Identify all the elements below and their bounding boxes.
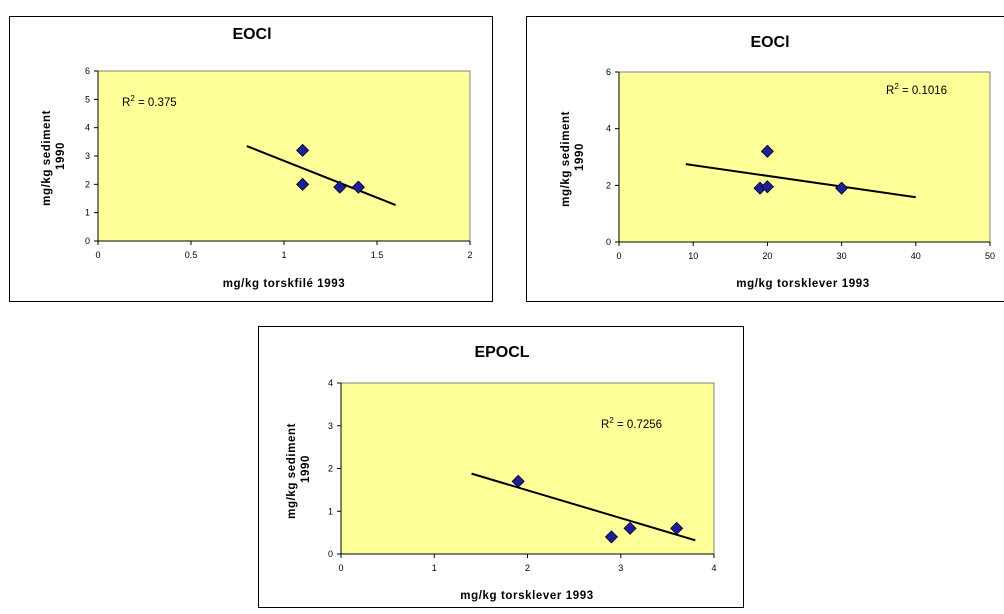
x-tick-label: 1.5: [371, 250, 384, 260]
x-tick-label: 1: [432, 563, 437, 573]
x-tick-label: 50: [985, 251, 995, 261]
r-superscript: 2: [609, 416, 614, 425]
y-axis-label-line-2: 1990: [300, 455, 312, 483]
y-tick-label: 4: [85, 123, 90, 133]
x-axis-label: mg/kg torsklever 1993: [736, 278, 869, 290]
y-ticks: 0 1 2 3 4 5 6: [85, 66, 98, 246]
r-squared-annotation: R2 = 0.1016: [886, 82, 947, 97]
chart-title: EPOCL: [474, 344, 529, 361]
y-tick-label: 2: [85, 179, 90, 189]
data-point: [835, 181, 849, 195]
r-label: R: [886, 85, 894, 97]
points: [296, 143, 365, 194]
x-tick-label: 2: [467, 250, 472, 260]
y-axis-label-line-1: mg/kg sediment: [560, 111, 572, 207]
x-tick-label: 20: [762, 251, 772, 261]
y-tick-label: 1: [328, 506, 333, 516]
y-tick-label: 6: [85, 66, 90, 76]
y-axis-label-line-2: 1990: [574, 143, 586, 171]
y-tick-label: 0: [328, 549, 333, 559]
chart-title: EOCl: [232, 26, 271, 43]
x-tick-label: 0.5: [185, 250, 198, 260]
y-ticks: 0 1 2 3 4: [328, 378, 341, 559]
y-tick-label: 4: [328, 378, 333, 388]
y-tick-label: 2: [328, 464, 333, 474]
y-ticks: 0 2 4 6: [606, 67, 619, 247]
y-tick-label: 0: [606, 237, 611, 247]
plot-area: [618, 71, 991, 243]
plot-area: [340, 382, 715, 555]
x-tick-label: 0: [95, 250, 100, 260]
y-tick-label: 2: [606, 180, 611, 190]
trendline: [471, 472, 696, 542]
y-tick-label: 1: [85, 208, 90, 218]
data-point: [623, 521, 637, 535]
y-axis-label: mg/kg sediment 1990: [286, 419, 312, 519]
x-tick-label: 40: [911, 251, 921, 261]
y-tick-label: 3: [328, 421, 333, 431]
r-label: R: [601, 419, 609, 431]
plot-area: [97, 70, 471, 242]
data-point: [296, 143, 310, 157]
data-point: [670, 521, 684, 535]
x-tick-label: 4: [711, 563, 716, 573]
r-label: R: [122, 97, 130, 109]
y-tick-label: 4: [606, 124, 611, 134]
data-point: [351, 180, 365, 194]
x-ticks: 0 0.5 1 1.5 2: [95, 241, 473, 260]
x-tick-label: 2: [525, 563, 530, 573]
y-axis-label: mg/kg sediment 1990: [560, 107, 586, 207]
y-tick-label: 0: [85, 236, 90, 246]
r-value: = 0.1016: [899, 85, 947, 97]
x-ticks: 0 10 20 30 40 50: [616, 242, 995, 261]
y-axis-label: mg/kg sediment 1990: [41, 106, 67, 206]
points: [511, 474, 684, 544]
y-axis-label-line-2: 1990: [55, 142, 67, 170]
y-tick-label: 6: [606, 67, 611, 77]
points: [753, 144, 849, 195]
trendline: [685, 163, 916, 199]
r-squared-annotation: R2 = 0.375: [122, 94, 177, 109]
y-axis-label-line-1: mg/kg sediment: [41, 110, 53, 206]
data-point: [296, 177, 310, 191]
x-tick-label: 0: [616, 251, 621, 261]
x-tick-label: 3: [618, 563, 623, 573]
x-axis-label: mg/kg torskfilé 1993: [223, 278, 346, 290]
x-axis-label: mg/kg torsklever 1993: [460, 590, 593, 602]
r-value: = 0.375: [135, 97, 177, 109]
data-point: [333, 180, 347, 194]
r-superscript: 2: [894, 82, 899, 91]
r-squared-annotation: R2 = 0.7256: [601, 416, 662, 431]
trendline: [246, 145, 396, 206]
chart-title: EOCl: [750, 34, 789, 51]
x-ticks: 0 1 2 3 4: [338, 554, 717, 573]
y-axis-label-line-1: mg/kg sediment: [286, 423, 298, 519]
data-point: [760, 180, 774, 194]
data-point: [511, 474, 525, 488]
x-tick-label: 30: [837, 251, 847, 261]
r-superscript: 2: [130, 94, 135, 103]
y-tick-label: 3: [85, 151, 90, 161]
r-value: = 0.7256: [614, 419, 662, 431]
x-tick-label: 10: [688, 251, 698, 261]
x-tick-label: 0: [338, 563, 343, 573]
data-point: [604, 530, 618, 544]
x-tick-label: 1: [281, 250, 286, 260]
data-point: [760, 144, 774, 158]
y-tick-label: 5: [85, 94, 90, 104]
